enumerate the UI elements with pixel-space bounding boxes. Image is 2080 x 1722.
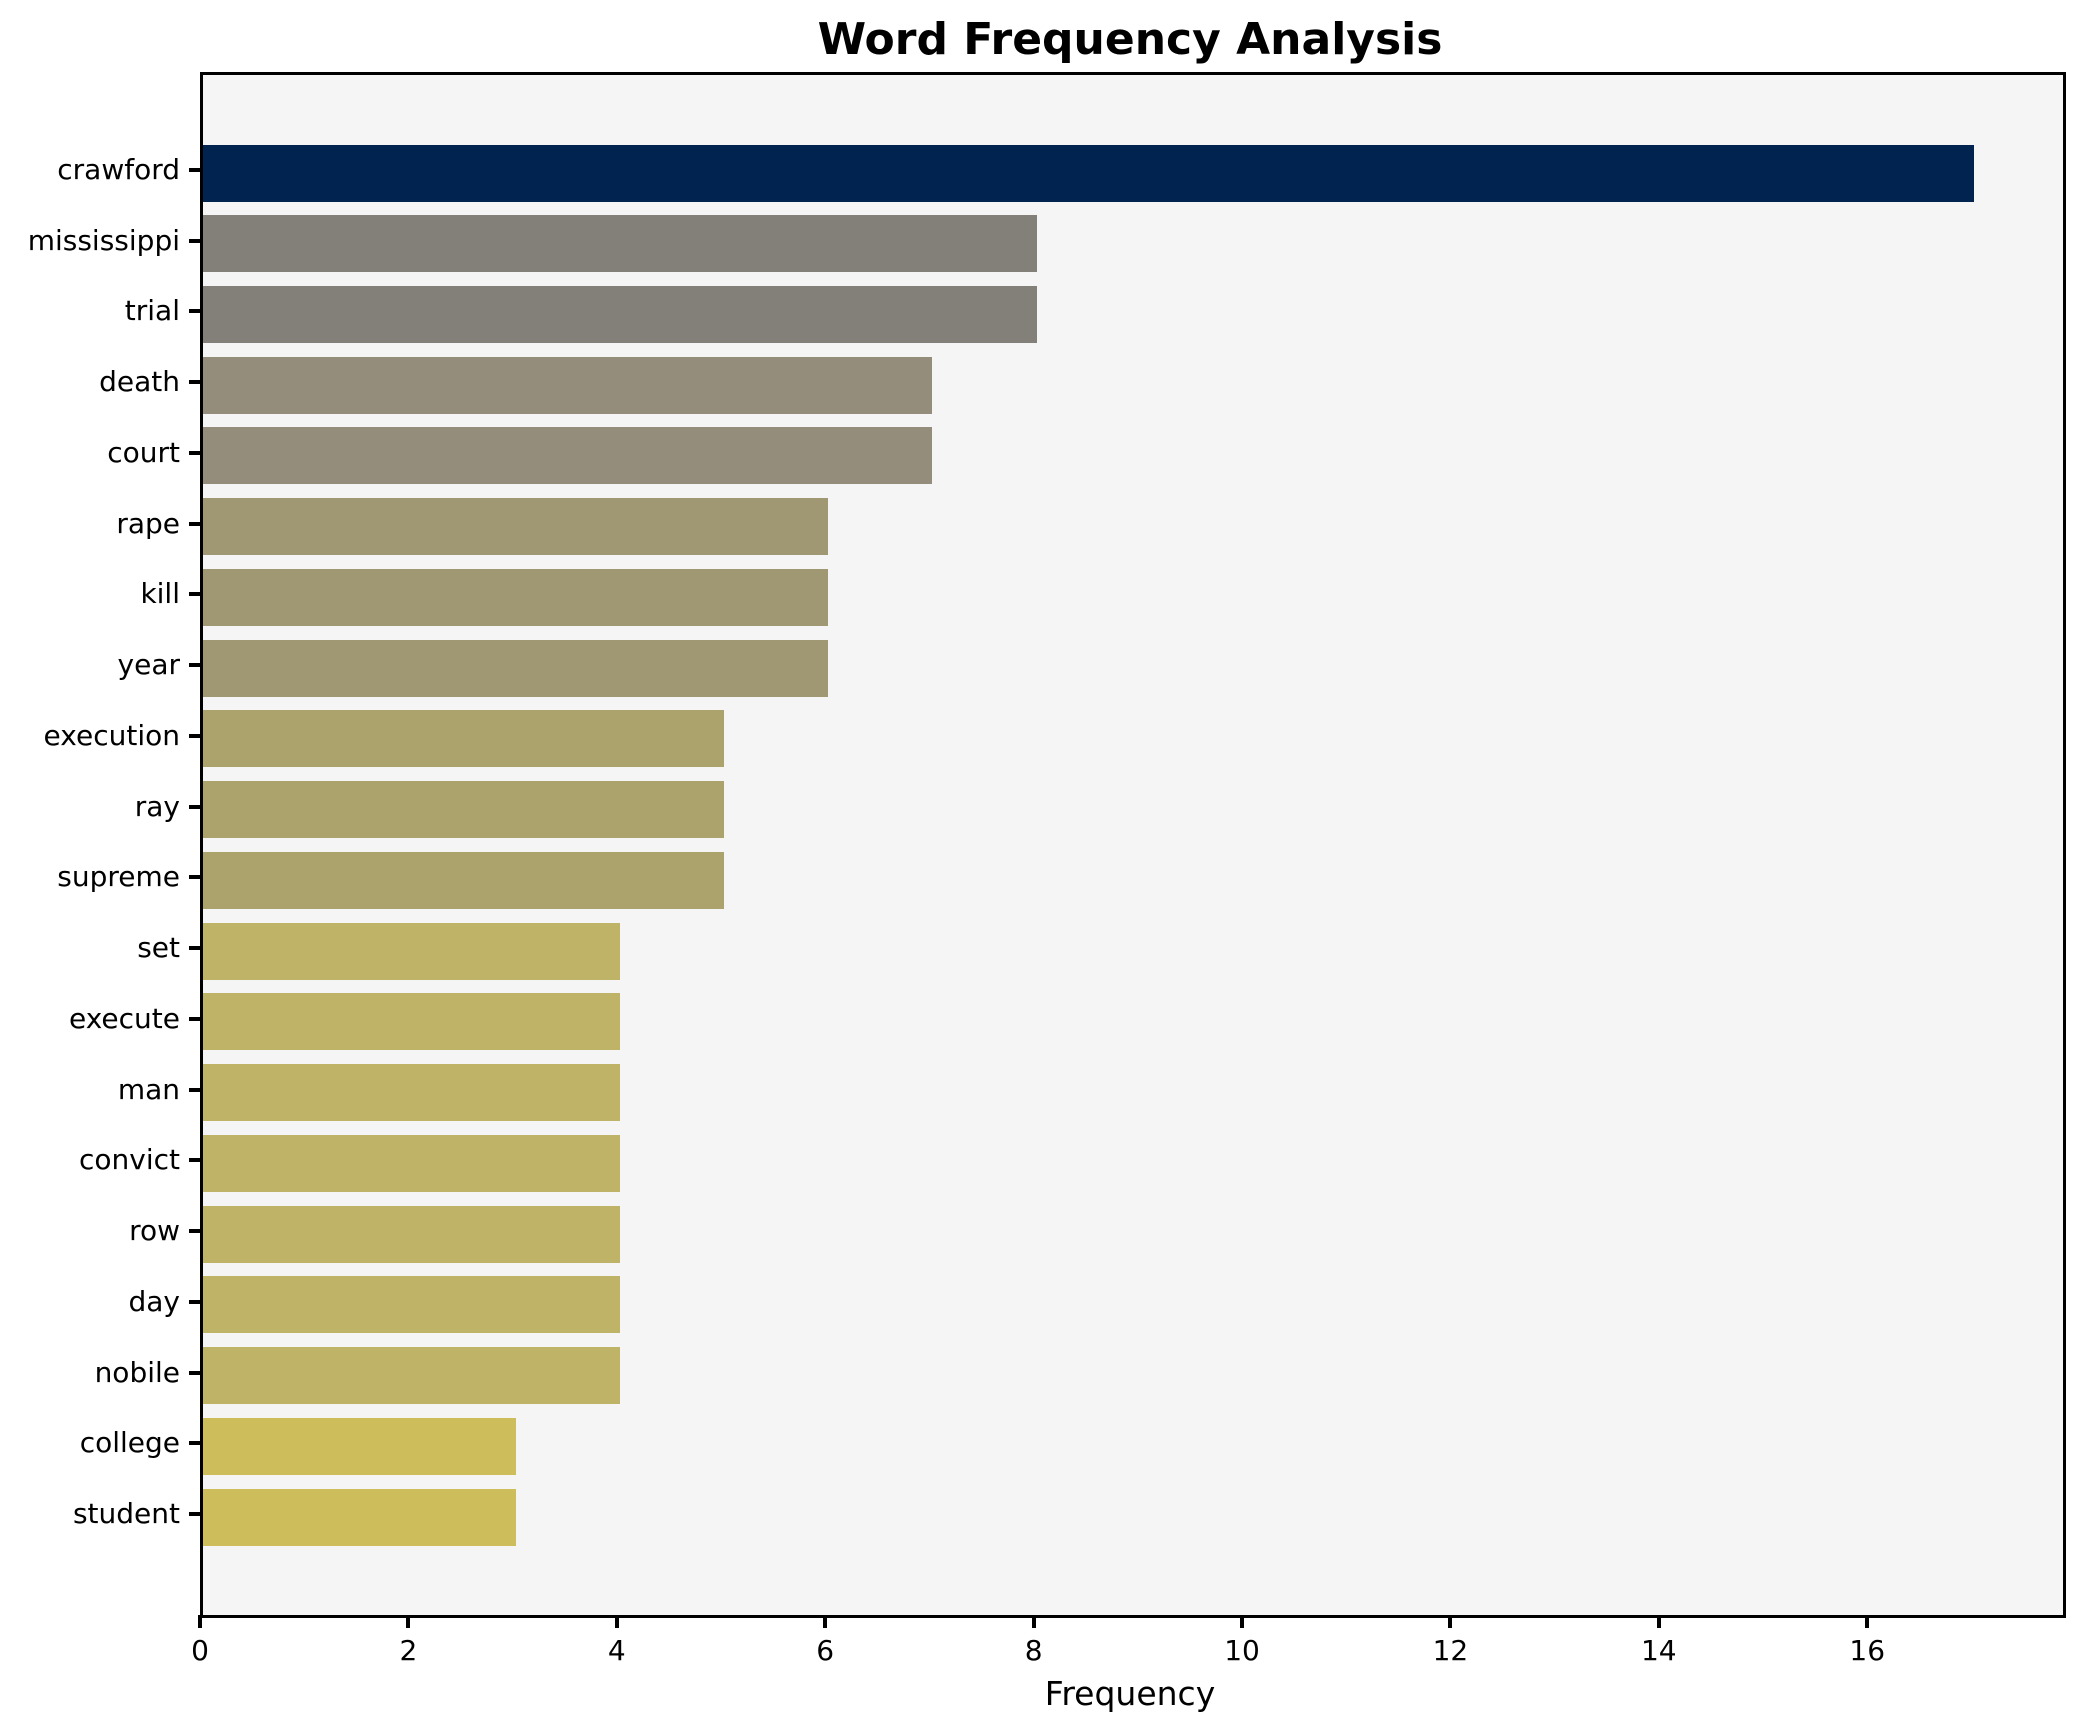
y-tick-label-kill: kill [140,577,180,611]
y-tick-label-row: row [129,1214,180,1248]
y-tick-mark [189,733,200,738]
y-tick-label-court: court [107,435,180,469]
x-axis-title: Frequency [1044,1674,1216,1713]
x-tick-label-12: 12 [1432,1634,1469,1667]
y-tick-label-nobile: nobile [94,1355,180,1389]
x-tick-mark [1448,1615,1453,1628]
x-tick-label-8: 8 [1024,1634,1043,1667]
y-tick-label-year: year [117,648,180,682]
y-tick-mark [189,309,200,314]
y-tick-label-man: man [117,1072,180,1106]
x-tick-mark [1865,1615,1870,1628]
bar-set [203,922,620,980]
bar-kill [203,568,828,626]
y-tick-mark [189,1512,200,1516]
bar-execution [203,710,724,768]
y-tick-mark [189,804,200,809]
y-tick-mark [189,663,200,668]
bar-court [203,427,932,485]
bar-mississippi [203,215,1037,273]
y-tick-label-ray: ray [134,789,180,823]
y-tick-label-college: college [79,1426,180,1460]
y-tick-mark [189,1299,200,1304]
bar-man [203,1064,620,1122]
bar-year [203,639,828,697]
y-tick-mark [189,1158,200,1163]
bar-college [203,1417,516,1475]
y-tick-mark [189,1370,200,1375]
plot-area [200,72,2066,1618]
bar-nobile [203,1347,620,1405]
y-tick-label-set: set [137,931,180,965]
x-tick-mark [823,1615,828,1628]
x-tick-mark [614,1615,619,1628]
x-tick-label-0: 0 [191,1634,209,1667]
y-tick-label-death: death [99,365,180,399]
y-tick-label-student: student [72,1497,180,1530]
bar-trial [203,285,1037,343]
y-tick-label-execute: execute [68,1001,180,1035]
bar-supreme [203,851,724,909]
y-tick-mark [189,521,200,526]
x-tick-label-4: 4 [607,1634,626,1667]
bar-student [203,1488,516,1546]
y-tick-mark [189,1441,200,1446]
y-tick-mark [189,1016,200,1021]
bar-day [203,1276,620,1334]
bar-execute [203,993,620,1051]
bar-ray [203,781,724,839]
y-tick-label-day: day [128,1284,180,1318]
x-tick-mark [1031,1615,1036,1628]
y-tick-label-crawford: crawford [57,153,180,186]
y-tick-mark [189,380,200,385]
y-tick-mark [189,168,200,172]
x-tick-mark [198,1615,202,1628]
bar-death [203,356,932,414]
bar-convict [203,1134,620,1192]
y-tick-label-supreme: supreme [57,860,180,894]
x-tick-mark [406,1615,411,1628]
y-tick-mark [189,238,200,243]
x-tick-label-2: 2 [399,1634,418,1667]
x-tick-mark [1656,1615,1661,1628]
y-tick-label-mississippi: mississippi [27,223,180,257]
x-tick-label-6: 6 [816,1634,835,1667]
y-tick-mark [189,1087,200,1092]
bar-row [203,1205,620,1263]
y-tick-mark [189,592,200,597]
y-tick-mark [189,946,200,951]
bar-rape [203,498,828,556]
y-tick-label-convict: convict [79,1143,180,1177]
y-tick-mark [189,1229,200,1234]
y-tick-mark [189,875,200,880]
x-tick-label-10: 10 [1224,1634,1260,1667]
y-tick-label-rape: rape [116,506,180,540]
x-tick-label-14: 14 [1640,1634,1677,1667]
y-tick-label-execution: execution [43,718,180,752]
y-tick-mark [189,450,200,455]
x-tick-label-16: 16 [1849,1634,1886,1667]
y-tick-label-trial: trial [124,294,180,328]
bar-crawford [203,144,1974,202]
chart-title: Word Frequency Analysis [817,14,1443,65]
x-tick-mark [1240,1615,1245,1628]
